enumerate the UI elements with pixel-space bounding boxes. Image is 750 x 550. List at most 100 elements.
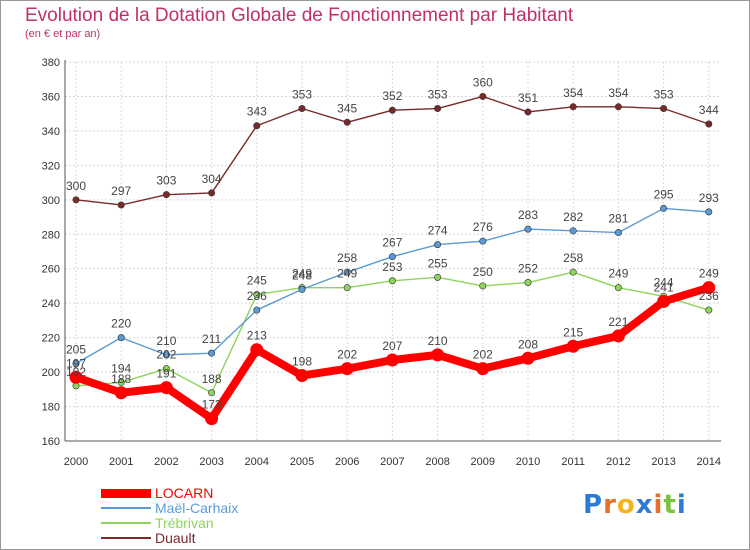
data-label: 258 — [563, 251, 583, 265]
data-point — [72, 196, 80, 204]
data-label: 249 — [608, 267, 628, 281]
data-point — [343, 284, 351, 292]
data-point — [705, 306, 713, 314]
data-label: 304 — [202, 172, 222, 186]
data-point — [250, 343, 264, 357]
data-point — [614, 103, 622, 111]
data-label: 360 — [473, 75, 493, 89]
data-label: 236 — [247, 289, 267, 303]
data-point — [614, 284, 622, 292]
y-tick-label: 160 — [42, 436, 60, 448]
data-point — [114, 386, 128, 400]
data-point — [702, 281, 716, 295]
data-point — [566, 339, 580, 353]
data-label: 353 — [292, 88, 312, 102]
data-point — [657, 294, 671, 308]
data-point — [611, 329, 625, 343]
data-label: 202 — [473, 348, 493, 362]
y-tick-label: 200 — [42, 367, 60, 379]
data-point — [479, 237, 487, 245]
data-label: 281 — [608, 212, 628, 226]
data-point — [388, 253, 396, 261]
data-label: 282 — [563, 210, 583, 224]
data-label: 221 — [608, 315, 628, 329]
legend-item: Duault — [101, 531, 341, 546]
data-point — [253, 291, 261, 299]
data-point — [253, 306, 261, 314]
data-point — [69, 370, 83, 384]
data-point — [117, 334, 125, 342]
data-label: 353 — [428, 88, 448, 102]
proxiti-logo: Proxiti — [583, 490, 687, 520]
y-tick-label: 360 — [42, 91, 60, 103]
data-point — [476, 362, 490, 376]
data-point — [162, 351, 170, 359]
y-tick-label: 340 — [42, 126, 60, 138]
data-point — [705, 120, 713, 128]
legend-item: Maël-Carhaix — [101, 501, 341, 516]
data-label: 250 — [473, 265, 493, 279]
data-label: 297 — [111, 184, 131, 198]
data-label: 241 — [654, 280, 674, 294]
data-label: 276 — [473, 220, 493, 234]
x-tick-label: 2009 — [471, 456, 495, 468]
data-label: 303 — [156, 174, 176, 188]
data-label: 188 — [111, 372, 131, 386]
legend-swatch — [101, 522, 151, 524]
data-point — [569, 227, 577, 235]
data-label: 343 — [247, 105, 267, 119]
data-label: 345 — [337, 101, 357, 115]
data-point — [660, 204, 668, 212]
data-point — [569, 103, 577, 111]
y-tick-label: 260 — [42, 264, 60, 276]
data-label: 192 — [66, 365, 86, 379]
data-label: 295 — [654, 187, 674, 201]
legend-label: Maël-Carhaix — [155, 500, 239, 516]
data-label: 191 — [156, 367, 176, 381]
data-point — [72, 359, 80, 367]
data-label: 274 — [428, 224, 448, 238]
data-label: 353 — [654, 88, 674, 102]
data-label: 188 — [202, 372, 222, 386]
data-label: 208 — [518, 337, 538, 351]
y-tick-label: 180 — [42, 402, 60, 414]
y-tick-label: 280 — [42, 229, 60, 241]
x-tick-label: 2003 — [199, 456, 223, 468]
y-tick-label: 220 — [42, 333, 60, 345]
data-point — [117, 201, 125, 209]
legend-item: LOCARN — [101, 486, 341, 501]
data-point — [524, 225, 532, 233]
data-point — [479, 92, 487, 100]
chart-subtitle: (en € et par an) — [25, 28, 101, 40]
data-label: 210 — [156, 334, 176, 348]
data-point — [521, 351, 535, 365]
data-label: 194 — [111, 361, 131, 375]
y-tick-label: 300 — [42, 195, 60, 207]
x-tick-label: 2014 — [697, 456, 721, 468]
data-point — [162, 365, 170, 373]
data-point — [208, 349, 216, 357]
data-point — [614, 229, 622, 237]
legend-label: LOCARN — [155, 485, 214, 501]
data-point — [298, 105, 306, 113]
data-label: 236 — [699, 289, 719, 303]
data-point — [205, 412, 219, 426]
legend-item: Trébrivan — [101, 516, 341, 531]
data-label: 202 — [156, 348, 176, 362]
data-label: 197 — [66, 356, 86, 370]
data-point — [388, 277, 396, 285]
data-label: 354 — [563, 86, 583, 100]
data-point — [343, 118, 351, 126]
data-label: 220 — [111, 317, 131, 331]
data-point — [295, 369, 309, 383]
data-label: 253 — [382, 260, 402, 274]
data-label: 248 — [292, 268, 312, 282]
data-label: 352 — [382, 89, 402, 103]
x-tick-label: 2004 — [245, 456, 269, 468]
x-tick-label: 2013 — [651, 456, 675, 468]
data-point — [434, 273, 442, 281]
data-point — [298, 285, 306, 293]
data-label: 202 — [337, 348, 357, 362]
data-point — [162, 191, 170, 199]
